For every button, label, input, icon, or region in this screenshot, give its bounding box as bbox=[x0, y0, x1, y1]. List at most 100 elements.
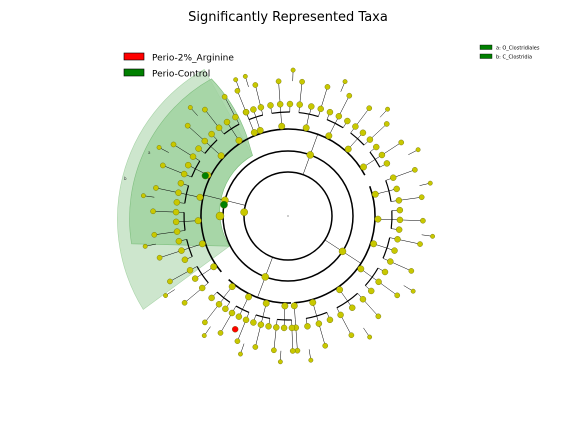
tree-node bbox=[228, 309, 236, 317]
tree-branch bbox=[187, 125, 205, 142]
tree-node bbox=[385, 106, 390, 112]
tree-node bbox=[275, 78, 282, 85]
tree-branch bbox=[381, 142, 402, 156]
tree-node bbox=[238, 351, 243, 357]
tree-node bbox=[375, 278, 382, 286]
tree-node bbox=[352, 123, 359, 130]
tree-arc bbox=[294, 185, 376, 304]
tree-node bbox=[289, 348, 296, 354]
inner-ring bbox=[243, 171, 333, 261]
legend-swatch-arginine bbox=[123, 52, 145, 61]
tree-branch bbox=[340, 314, 352, 336]
tree-node bbox=[317, 105, 324, 113]
tree-branch bbox=[220, 312, 233, 334]
tree-node bbox=[195, 145, 202, 152]
tree-node bbox=[390, 174, 397, 181]
tree-branch bbox=[154, 231, 178, 236]
tree-branch bbox=[255, 84, 262, 108]
figure-title: Significantly Represented Taxa bbox=[188, 10, 388, 25]
tree-node bbox=[173, 199, 181, 206]
tree-node bbox=[217, 152, 225, 160]
tree-node bbox=[359, 296, 367, 303]
tree-node bbox=[233, 77, 239, 83]
tree-node bbox=[395, 226, 403, 233]
tree-node bbox=[250, 319, 257, 326]
tree-node bbox=[344, 117, 351, 125]
tree-node bbox=[175, 237, 183, 245]
tree-node bbox=[430, 233, 435, 239]
tree-branch bbox=[162, 165, 185, 175]
tree-node bbox=[185, 161, 192, 169]
tree-node bbox=[257, 321, 265, 328]
tree-branch bbox=[291, 327, 293, 351]
tree-node bbox=[290, 67, 296, 73]
tree-node bbox=[308, 103, 315, 110]
tree-node bbox=[215, 124, 223, 131]
tree-node bbox=[217, 330, 224, 336]
tree-node bbox=[202, 319, 208, 326]
tree-node bbox=[415, 147, 421, 153]
tree-node bbox=[235, 313, 243, 320]
tree-node bbox=[178, 247, 185, 254]
clade-legend-swatch-b bbox=[479, 53, 493, 59]
tree-node bbox=[189, 153, 197, 160]
tree-branch bbox=[237, 319, 247, 342]
tree-node bbox=[262, 299, 270, 307]
tree-node bbox=[223, 118, 231, 126]
tree-arc bbox=[216, 291, 231, 303]
tree-node bbox=[173, 228, 181, 235]
tree-node bbox=[156, 145, 162, 150]
tree-node bbox=[271, 347, 277, 354]
tree-node bbox=[381, 268, 389, 276]
tree-branch bbox=[369, 123, 387, 140]
tree-node bbox=[398, 139, 405, 146]
tree-node bbox=[235, 137, 243, 144]
tree-node bbox=[294, 347, 301, 354]
tree-node bbox=[383, 121, 390, 127]
tree-node bbox=[396, 206, 404, 214]
tree-node bbox=[181, 299, 188, 306]
tree-node bbox=[420, 217, 426, 224]
tree-node bbox=[202, 106, 208, 113]
tree-node bbox=[177, 180, 185, 187]
tree-node-green bbox=[201, 172, 209, 180]
tree-node bbox=[349, 304, 356, 311]
tree-nodes bbox=[141, 67, 435, 365]
tree-node bbox=[232, 113, 239, 121]
tree-node bbox=[252, 82, 259, 88]
tree-branch bbox=[237, 90, 247, 113]
tree-node bbox=[308, 357, 314, 363]
tree-node bbox=[199, 284, 206, 292]
tree-node bbox=[250, 106, 257, 113]
tree-node bbox=[257, 104, 265, 111]
tree-branch bbox=[399, 219, 423, 221]
tree-node bbox=[245, 293, 252, 301]
tree-node bbox=[344, 145, 352, 153]
tree-node bbox=[276, 101, 284, 108]
tree-node bbox=[242, 108, 250, 116]
tree-node bbox=[142, 243, 148, 249]
tree-node bbox=[296, 101, 303, 108]
tree-node bbox=[309, 299, 317, 306]
tree-node bbox=[250, 129, 258, 136]
tree-node bbox=[208, 294, 215, 302]
tree-arc bbox=[200, 134, 256, 273]
tree-node bbox=[194, 217, 202, 225]
tree-branch bbox=[318, 323, 326, 346]
tree-node bbox=[186, 267, 194, 274]
tree-node bbox=[374, 215, 382, 223]
tree-branch bbox=[397, 239, 421, 245]
tree-node bbox=[387, 258, 394, 265]
tree-node bbox=[273, 324, 280, 331]
tree-node bbox=[394, 236, 401, 243]
tree-node bbox=[234, 88, 241, 94]
tree-node bbox=[170, 141, 177, 148]
tree-node bbox=[299, 78, 305, 85]
tree-node bbox=[412, 167, 418, 173]
tree-branch bbox=[299, 81, 303, 105]
tree-branch bbox=[273, 327, 277, 351]
tree-node-red bbox=[231, 326, 239, 333]
tree-node bbox=[360, 163, 367, 171]
root-node bbox=[287, 215, 289, 217]
tree-node bbox=[393, 185, 400, 193]
